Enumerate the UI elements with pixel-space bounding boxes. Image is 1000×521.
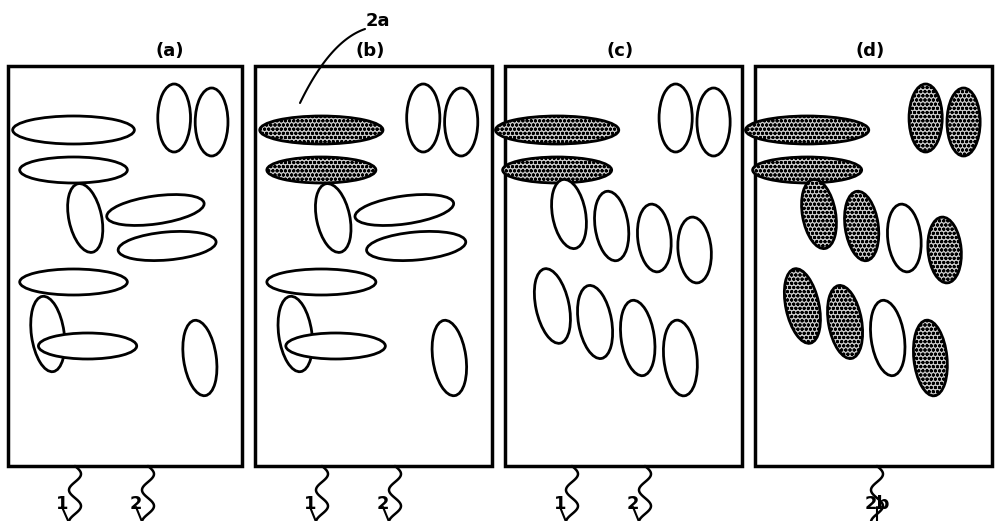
Text: 2a: 2a	[366, 12, 390, 30]
Ellipse shape	[887, 204, 921, 272]
Ellipse shape	[947, 88, 980, 156]
Ellipse shape	[183, 320, 217, 395]
Text: 2: 2	[130, 495, 142, 513]
Text: (a): (a)	[156, 42, 184, 60]
Ellipse shape	[753, 157, 862, 183]
Ellipse shape	[195, 88, 228, 156]
Text: 2b: 2b	[864, 495, 890, 513]
Ellipse shape	[663, 320, 697, 396]
Ellipse shape	[620, 300, 655, 376]
Ellipse shape	[278, 296, 313, 371]
Ellipse shape	[432, 320, 467, 396]
Ellipse shape	[407, 84, 440, 152]
Ellipse shape	[578, 286, 613, 358]
Ellipse shape	[68, 183, 103, 252]
Ellipse shape	[267, 157, 376, 183]
Ellipse shape	[20, 157, 127, 183]
Ellipse shape	[595, 191, 629, 260]
Text: (b): (b)	[355, 42, 385, 60]
Ellipse shape	[260, 116, 383, 144]
Ellipse shape	[534, 269, 570, 343]
Ellipse shape	[678, 217, 711, 283]
Ellipse shape	[118, 231, 216, 260]
Ellipse shape	[503, 157, 612, 183]
Ellipse shape	[267, 269, 376, 295]
Ellipse shape	[158, 84, 191, 152]
Ellipse shape	[552, 179, 586, 249]
Text: 2: 2	[627, 495, 639, 513]
Ellipse shape	[746, 116, 869, 144]
Text: 1: 1	[554, 495, 566, 513]
Ellipse shape	[828, 286, 863, 358]
Ellipse shape	[637, 204, 671, 272]
Ellipse shape	[355, 194, 454, 226]
Text: (d): (d)	[855, 42, 885, 60]
Ellipse shape	[784, 269, 820, 343]
Ellipse shape	[107, 194, 204, 226]
Text: 2: 2	[377, 495, 389, 513]
Ellipse shape	[496, 116, 619, 144]
Ellipse shape	[31, 296, 65, 371]
Ellipse shape	[697, 88, 730, 156]
Ellipse shape	[445, 88, 478, 156]
Ellipse shape	[845, 191, 879, 260]
Ellipse shape	[870, 300, 905, 376]
Ellipse shape	[913, 320, 947, 396]
Ellipse shape	[909, 84, 942, 152]
Ellipse shape	[928, 217, 961, 283]
Ellipse shape	[13, 116, 134, 144]
Text: 1: 1	[304, 495, 316, 513]
Ellipse shape	[38, 333, 137, 359]
Ellipse shape	[286, 333, 385, 359]
Text: 1: 1	[56, 495, 68, 513]
Ellipse shape	[802, 179, 836, 249]
Text: (c): (c)	[606, 42, 634, 60]
Ellipse shape	[367, 231, 466, 260]
Ellipse shape	[20, 269, 127, 295]
Ellipse shape	[659, 84, 692, 152]
Ellipse shape	[315, 183, 351, 252]
